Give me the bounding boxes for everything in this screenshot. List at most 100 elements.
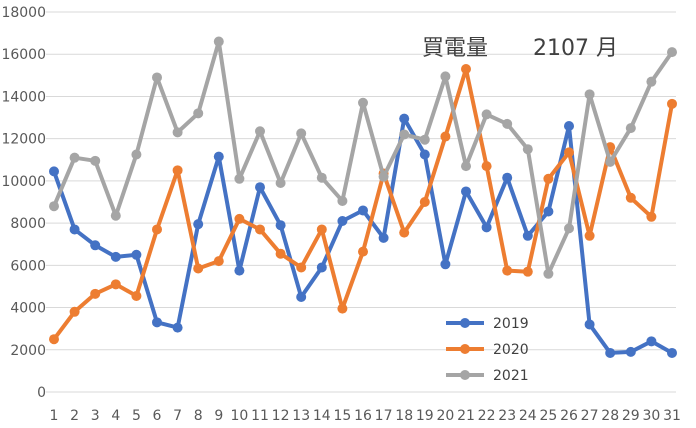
- data-point: [193, 263, 204, 274]
- data-point: [152, 224, 162, 235]
- data-point: [90, 155, 101, 166]
- data-point: [584, 230, 595, 241]
- series-2019: [49, 113, 677, 358]
- data-point: [605, 347, 616, 358]
- data-point: [646, 76, 657, 87]
- data-point: [522, 266, 533, 277]
- x-tick-label: 19: [416, 408, 434, 424]
- data-point: [316, 262, 327, 273]
- data-point: [255, 126, 265, 137]
- series-lines: [49, 36, 677, 358]
- y-tick-label: 10000: [1, 174, 46, 190]
- y-tick-label: 14000: [1, 89, 46, 105]
- data-point: [213, 256, 224, 267]
- data-point: [316, 224, 327, 235]
- data-point: [69, 306, 80, 317]
- data-point: [110, 251, 121, 262]
- data-point: [625, 346, 636, 357]
- x-tick-label: 18: [395, 408, 413, 424]
- data-point: [584, 89, 595, 100]
- data-point: [49, 201, 59, 212]
- x-tick-label: 25: [539, 408, 557, 424]
- x-tick-label: 23: [498, 408, 516, 424]
- data-point: [378, 171, 389, 182]
- y-axis-ticks: 0 2000 4000 6000 8000 10000 12000 14000 16000 180…: [1, 5, 46, 401]
- data-point: [399, 227, 410, 238]
- data-point: [502, 118, 513, 129]
- data-point: [69, 224, 80, 235]
- y-tick-label: 6000: [10, 258, 46, 274]
- y-tick-label: 18000: [1, 5, 46, 21]
- y-tick-label: 16000: [1, 47, 46, 63]
- data-point: [358, 97, 368, 108]
- legend-label: 2020: [493, 342, 529, 358]
- x-tick-label: 24: [519, 408, 537, 424]
- x-tick-label: 21: [457, 408, 475, 424]
- data-point: [564, 121, 574, 131]
- data-point: [461, 64, 471, 74]
- data-point: [296, 262, 307, 273]
- data-point: [131, 290, 142, 301]
- data-point: [316, 172, 327, 183]
- legend-swatch-marker: [460, 318, 470, 328]
- legend-label: 2021: [493, 368, 529, 384]
- data-point: [543, 206, 554, 217]
- data-point: [522, 144, 533, 155]
- data-point: [543, 268, 554, 279]
- data-point: [646, 336, 657, 347]
- data-point: [481, 222, 492, 233]
- series-2021: [49, 36, 677, 279]
- y-tick-label: 0: [37, 385, 46, 401]
- x-tick-label: 16: [354, 408, 372, 424]
- data-point: [584, 319, 595, 330]
- x-tick-label: 17: [375, 408, 393, 424]
- x-tick-label: 11: [251, 408, 269, 424]
- y-tick-label: 2000: [10, 343, 46, 359]
- data-point: [481, 109, 492, 120]
- y-tick-label: 4000: [10, 301, 46, 317]
- data-point: [358, 205, 368, 216]
- legend: 2019 2020 2021: [446, 316, 529, 384]
- data-point: [564, 147, 574, 158]
- legend-item: 2019: [446, 316, 529, 332]
- data-point: [255, 224, 265, 235]
- x-tick-label: 20: [436, 408, 454, 424]
- data-point: [90, 288, 101, 299]
- data-point: [296, 128, 307, 139]
- x-tick-label: 31: [663, 408, 681, 424]
- data-point: [255, 182, 265, 193]
- data-point: [234, 173, 245, 184]
- data-point: [172, 322, 183, 333]
- data-point: [172, 165, 183, 176]
- data-point: [234, 213, 245, 224]
- data-point: [502, 172, 513, 183]
- x-tick-label: 8: [194, 408, 203, 424]
- x-tick-label: 9: [214, 408, 223, 424]
- data-point: [667, 98, 677, 109]
- x-tick-label: 3: [91, 408, 100, 424]
- data-point: [440, 71, 451, 82]
- data-point: [49, 166, 59, 177]
- data-point: [625, 192, 636, 203]
- x-tick-label: 6: [153, 408, 162, 424]
- data-point: [152, 317, 162, 328]
- data-point: [69, 152, 80, 163]
- data-point: [605, 156, 616, 167]
- data-point: [646, 211, 657, 222]
- x-tick-label: 26: [560, 408, 578, 424]
- data-point: [234, 265, 245, 276]
- data-point: [337, 303, 348, 314]
- data-point: [296, 292, 307, 302]
- data-point: [461, 186, 471, 197]
- data-point: [275, 220, 286, 231]
- data-point: [543, 173, 554, 184]
- x-tick-label: 30: [642, 408, 660, 424]
- data-point: [172, 127, 183, 138]
- data-point: [131, 149, 142, 160]
- x-tick-label: 22: [478, 408, 496, 424]
- x-tick-label: 28: [601, 408, 619, 424]
- data-point: [275, 248, 286, 259]
- data-point: [90, 240, 101, 251]
